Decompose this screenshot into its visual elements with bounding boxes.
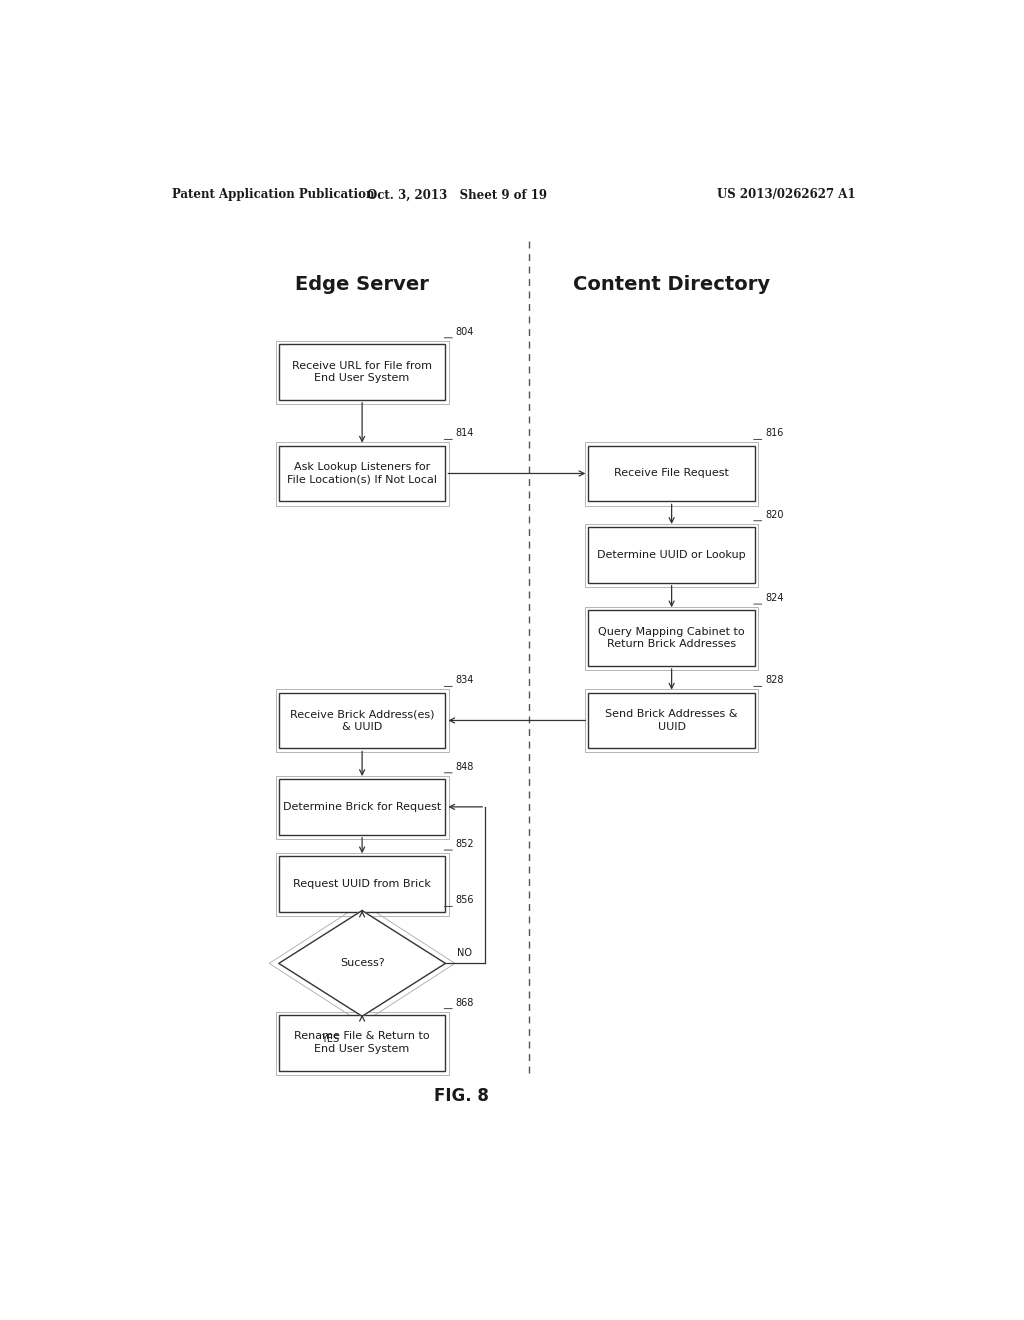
Text: FIG. 8: FIG. 8 — [434, 1086, 488, 1105]
Text: 820: 820 — [765, 510, 783, 520]
Text: Edge Server: Edge Server — [295, 275, 429, 294]
Bar — [585, 607, 758, 671]
Text: Determine UUID or Lookup: Determine UUID or Lookup — [597, 550, 745, 560]
Text: Patent Application Publication: Patent Application Publication — [172, 189, 374, 202]
Polygon shape — [279, 911, 445, 1016]
Bar — [585, 524, 758, 587]
Text: Ask Lookup Listeners for
File Location(s) If Not Local: Ask Lookup Listeners for File Location(s… — [287, 462, 437, 484]
Text: 824: 824 — [765, 593, 783, 603]
Text: 814: 814 — [456, 429, 474, 438]
Bar — [279, 857, 445, 912]
Text: Receive URL for File from
End User System: Receive URL for File from End User Syste… — [292, 360, 432, 383]
Text: 856: 856 — [456, 895, 474, 906]
Bar — [588, 693, 755, 748]
Bar — [275, 341, 449, 404]
Bar — [585, 689, 758, 752]
Bar — [585, 442, 758, 506]
Bar — [275, 689, 449, 752]
Bar — [588, 527, 755, 582]
Text: Rename File & Return to
End User System: Rename File & Return to End User System — [294, 1031, 430, 1053]
Bar — [275, 776, 449, 840]
Text: 852: 852 — [456, 840, 474, 849]
Text: Query Mapping Cabinet to
Return Brick Addresses: Query Mapping Cabinet to Return Brick Ad… — [598, 627, 744, 649]
Text: Content Directory: Content Directory — [573, 275, 770, 294]
Text: Receive Brick Address(es)
& UUID: Receive Brick Address(es) & UUID — [290, 709, 434, 731]
Bar — [275, 1011, 449, 1074]
Bar — [588, 446, 755, 502]
Text: US 2013/0262627 A1: US 2013/0262627 A1 — [718, 189, 856, 202]
Text: 848: 848 — [456, 762, 474, 772]
Text: 804: 804 — [456, 327, 474, 337]
Text: Receive File Request: Receive File Request — [614, 469, 729, 478]
Text: Determine Brick for Request: Determine Brick for Request — [283, 801, 441, 812]
Text: NO: NO — [457, 948, 471, 958]
Text: 868: 868 — [456, 998, 474, 1007]
Bar — [588, 610, 755, 667]
Bar — [279, 345, 445, 400]
Bar — [279, 446, 445, 502]
Text: 816: 816 — [765, 429, 783, 438]
Text: Request UUID from Brick: Request UUID from Brick — [293, 879, 431, 890]
Text: 828: 828 — [765, 676, 783, 685]
Bar — [275, 853, 449, 916]
Text: Sucess?: Sucess? — [340, 958, 384, 969]
Text: 834: 834 — [456, 676, 474, 685]
Bar — [279, 779, 445, 834]
Text: Oct. 3, 2013   Sheet 9 of 19: Oct. 3, 2013 Sheet 9 of 19 — [368, 189, 548, 202]
Bar — [279, 1015, 445, 1071]
Text: YES: YES — [322, 1034, 339, 1044]
Text: Send Brick Addresses &
UUID: Send Brick Addresses & UUID — [605, 709, 738, 731]
Bar — [279, 693, 445, 748]
Bar — [275, 442, 449, 506]
